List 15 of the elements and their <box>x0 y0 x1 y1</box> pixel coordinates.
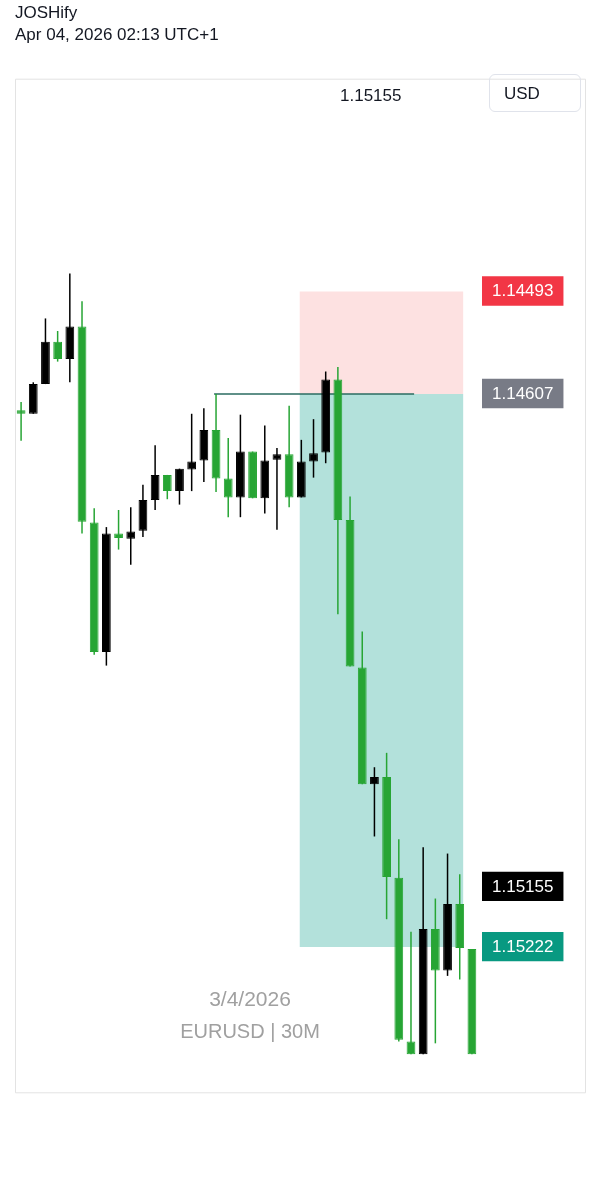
candlestick <box>16 402 26 441</box>
y-tick-label: 1.15155 <box>492 876 554 896</box>
annotation: 3/4/2026 <box>208 987 292 1011</box>
candlestick <box>272 447 282 530</box>
chart-subtitle: Apr 04, 2026 02:13 UTC+1 <box>15 24 219 46</box>
annotation: EURUSD | 30M <box>179 1020 321 1043</box>
y-tick-label: 1.15222 <box>492 936 554 956</box>
chart-title: JOSHify <box>15 2 78 24</box>
candlestick <box>223 438 233 518</box>
y-tick-label: 1.14493 <box>492 281 554 301</box>
annotation: 1.15155 <box>340 86 402 106</box>
text: USD <box>489 74 581 112</box>
candlestick <box>65 273 75 383</box>
y-tick-label: 1.14607 <box>492 383 554 403</box>
candlestick <box>126 507 136 565</box>
